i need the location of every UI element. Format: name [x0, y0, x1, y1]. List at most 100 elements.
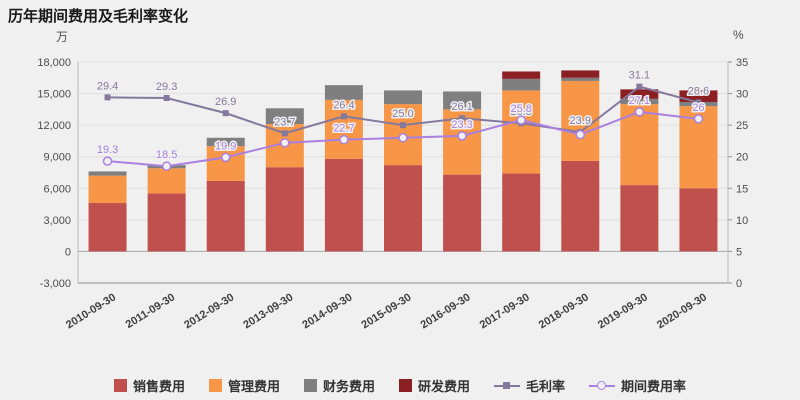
bar-finance-expense-2010-09-30[interactable]: [88, 171, 127, 176]
gross-margin-marker[interactable]: [400, 122, 406, 129]
expense-ratio-value-label: 22.7: [333, 123, 354, 135]
x-axis-label: 2019-09-30: [596, 291, 650, 331]
bar-rd-expense-2018-09-30[interactable]: [561, 70, 600, 78]
bar-finance-expense-2019-09-30[interactable]: [620, 98, 659, 105]
bar-sales-expense-2010-09-30[interactable]: [88, 203, 127, 252]
legend-item-sales-expense[interactable]: 销售费用: [113, 376, 185, 395]
bar-finance-expense-2013-09-30[interactable]: [265, 108, 304, 125]
x-axis-label: 2018-09-30: [537, 291, 591, 331]
x-axis-label: 2010-09-30: [64, 291, 118, 331]
bar-finance-expense-2012-09-30[interactable]: [206, 137, 245, 147]
expense-ratio-marker[interactable]: [575, 129, 586, 140]
bar-admin-expense-2012-09-30[interactable]: [206, 146, 245, 181]
y-axis-tick-label-right: 0: [736, 278, 742, 290]
gross-margin-marker[interactable]: [636, 83, 643, 90]
legend-item-admin-expense[interactable]: 管理费用: [208, 376, 280, 395]
gross-margin-marker[interactable]: [222, 110, 229, 117]
y-axis-tick-label-left: 12,000: [37, 120, 71, 132]
expense-ratio-marker[interactable]: [457, 131, 467, 141]
bar-rd-expense-2020-09-30[interactable]: [679, 90, 718, 102]
expense-ratio-value-label: 19.3: [97, 144, 118, 156]
expense-ratio-marker[interactable]: [280, 138, 290, 148]
bar-sales-expense-2017-09-30[interactable]: [502, 173, 541, 252]
expense-ratio-marker[interactable]: [102, 156, 113, 166]
y-axis-tick-label-right: 20: [736, 152, 748, 164]
bar-sales-expense-2016-09-30[interactable]: [443, 174, 482, 252]
left-axis-unit-label: 万: [56, 30, 69, 44]
bar-admin-expense-2014-09-30[interactable]: [324, 99, 363, 159]
y-axis-tick-label-left: 6,000: [43, 183, 71, 195]
bar-sales-expense-2012-09-30[interactable]: [206, 180, 245, 252]
expense-ratio-marker[interactable]: [516, 115, 526, 125]
gross-margin-line-icon: [494, 382, 521, 389]
legend-item-finance-expense[interactable]: 财务费用: [303, 376, 375, 395]
gross-margin-value-label: 29.3: [156, 81, 177, 93]
bar-admin-expense-2017-09-30[interactable]: [502, 90, 541, 174]
finance-expense-swatch-icon: [303, 379, 317, 392]
y-axis-tick-label-left: 15,000: [37, 89, 71, 101]
bar-finance-expense-2018-09-30[interactable]: [561, 77, 600, 81]
bar-finance-expense-2017-09-30[interactable]: [502, 78, 541, 91]
y-axis-tick-label-left: 0: [65, 246, 71, 258]
x-axis-label: 2015-09-30: [360, 291, 414, 331]
gross-margin-value-label: 28.6: [688, 85, 709, 97]
legend-label-finance-expense: 财务费用: [322, 379, 375, 394]
bar-sales-expense-2013-09-30[interactable]: [265, 167, 304, 252]
legend-item-expense-ratio[interactable]: 期间费用率: [589, 376, 686, 395]
gross-margin-marker[interactable]: [695, 99, 702, 106]
expense-ratio-marker[interactable]: [339, 134, 349, 145]
bar-admin-expense-2018-09-30[interactable]: [561, 80, 600, 161]
gross-margin-value-label: 23.7: [274, 116, 295, 128]
expense-ratio-marker[interactable]: [220, 152, 231, 163]
bar-finance-expense-2015-09-30[interactable]: [384, 90, 422, 105]
gross-margin-marker[interactable]: [281, 130, 288, 137]
expense-ratio-value-label: 26: [692, 102, 704, 114]
admin-expense-swatch-icon: [208, 379, 222, 392]
y-axis-tick-label-right: 35: [736, 57, 748, 69]
expense-ratio-value-label: 27.1: [629, 95, 650, 107]
gross-margin-value-label: 29.4: [97, 80, 118, 92]
bar-sales-expense-2018-09-30[interactable]: [561, 160, 600, 252]
bar-sales-expense-2019-09-30[interactable]: [620, 185, 659, 252]
y-axis-tick-label-right: 15: [736, 183, 748, 195]
x-axis-label: 2016-09-30: [419, 291, 473, 331]
gross-margin-value-label: 26.1: [451, 101, 472, 113]
bar-sales-expense-2020-09-30[interactable]: [679, 188, 718, 252]
y-axis-tick-label-right: 30: [736, 89, 748, 101]
bar-sales-expense-2015-09-30[interactable]: [384, 165, 422, 252]
expense-ratio-line-icon: [589, 381, 616, 390]
gross-margin-marker[interactable]: [340, 113, 347, 120]
bar-finance-expense-2016-09-30[interactable]: [443, 91, 482, 110]
expense-ratio-marker[interactable]: [398, 133, 408, 143]
bar-rd-expense-2017-09-30[interactable]: [502, 71, 541, 79]
x-axis-label: 2013-09-30: [241, 291, 295, 331]
legend-item-rd-expense[interactable]: 研发费用: [399, 376, 470, 395]
gross-margin-value-label: 25.3: [510, 106, 531, 118]
bar-finance-expense-2014-09-30[interactable]: [324, 85, 363, 100]
bar-admin-expense-2010-09-30[interactable]: [88, 175, 127, 204]
x-axis-label: 2011-09-30: [124, 291, 178, 331]
chart-plot-area: -3,000 0 0 5 3,000 10 6,000 15 9,000 20 12,000 25 15…: [37, 57, 748, 331]
bar-rd-expense-2019-09-30[interactable]: [620, 89, 659, 99]
expense-ratio-marker[interactable]: [693, 114, 704, 124]
gross-margin-value-label: 26.4: [333, 99, 354, 111]
bar-admin-expense-2011-09-30[interactable]: [147, 168, 186, 194]
sales-expense-swatch-icon: [113, 379, 127, 392]
bar-sales-expense-2014-09-30[interactable]: [324, 158, 363, 252]
expense-ratio-marker[interactable]: [634, 107, 645, 117]
legend-label-admin-expense: 管理费用: [227, 379, 280, 394]
gross-margin-marker[interactable]: [459, 115, 466, 122]
expense-ratio-marker-icon: [597, 381, 607, 390]
gross-margin-marker[interactable]: [163, 94, 170, 101]
legend-label-expense-ratio: 期间费用率: [621, 379, 687, 394]
bar-sales-expense-2011-09-30[interactable]: [147, 193, 186, 252]
expense-ratio-marker[interactable]: [161, 161, 172, 171]
legend-label-rd-expense: 研发费用: [418, 379, 471, 394]
gross-margin-marker[interactable]: [104, 94, 111, 101]
y-axis-tick-label-left: -3,000: [40, 278, 71, 290]
y-axis-tick-label-right: 5: [736, 246, 742, 258]
gross-margin-value-label: 26.9: [215, 96, 236, 108]
legend-label-sales-expense: 销售费用: [132, 379, 185, 394]
legend-item-gross-margin[interactable]: 毛利率: [494, 376, 565, 395]
expense-ratio-value-label: 25.8: [510, 103, 531, 115]
